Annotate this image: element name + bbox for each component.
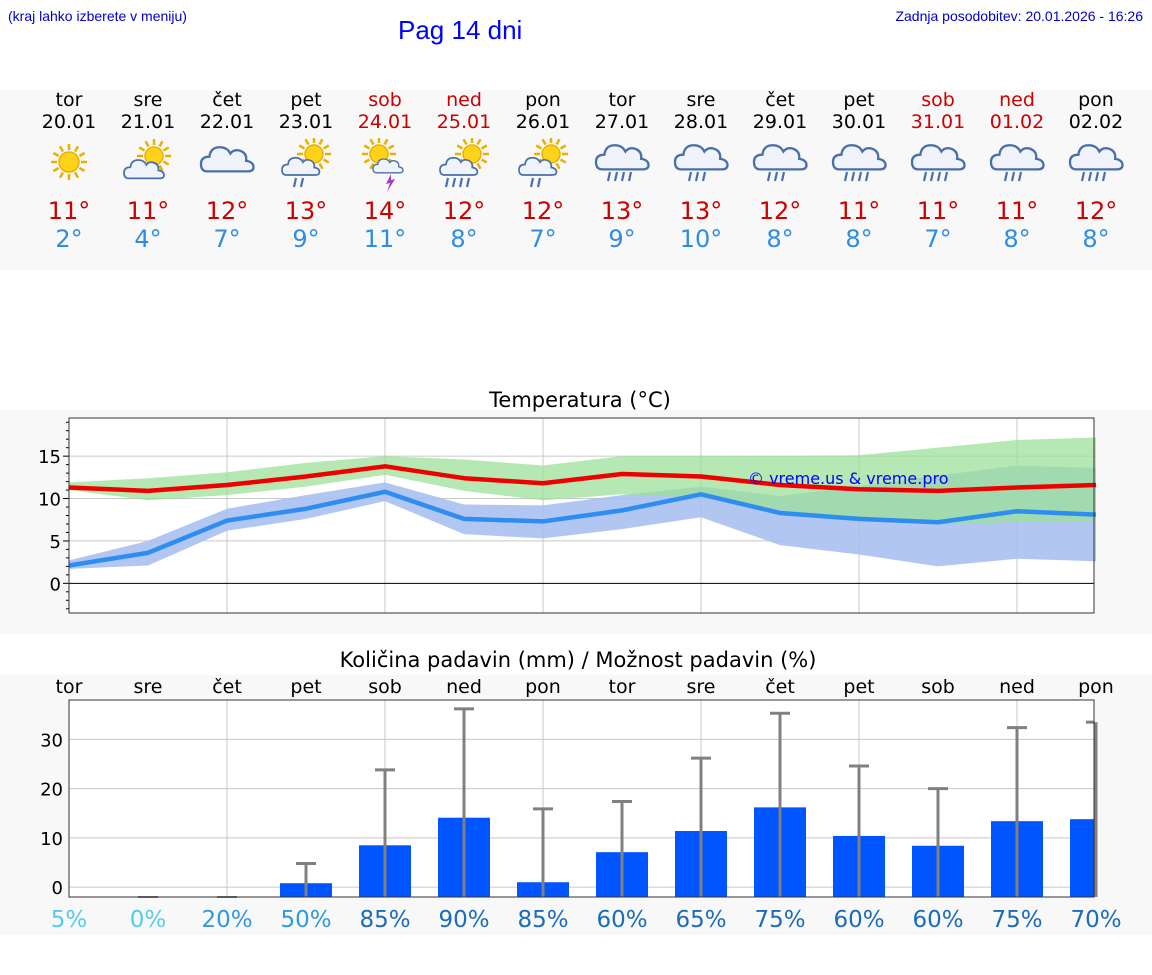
min-temperature: 9° <box>608 225 636 253</box>
precipitation-title: Količina padavin (mm) / Možnost padavin … <box>339 648 817 672</box>
day-name: sre <box>133 89 163 111</box>
day-column: čet 22.01 <box>187 89 267 133</box>
min-temperature: 4° <box>134 225 162 253</box>
sun-cloud-icon <box>118 138 178 188</box>
day-column: sre 28.01 <box>661 89 741 133</box>
day-column: pon 26.01 <box>503 89 583 133</box>
max-temperature: 11° <box>837 197 881 225</box>
cloud-icon <box>197 138 257 188</box>
day-name: sob <box>368 89 402 111</box>
min-temperature: 11° <box>363 225 407 253</box>
day-date: 22.01 <box>199 111 255 133</box>
cloud-rain-icon <box>750 138 810 188</box>
max-temperature: 12° <box>758 197 802 225</box>
max-temperature: 11° <box>995 197 1039 225</box>
day-date: 20.01 <box>41 111 97 133</box>
max-temperature: 12° <box>521 197 565 225</box>
day-date: 27.01 <box>594 111 650 133</box>
max-temperature: 13° <box>679 197 723 225</box>
day-date: 30.01 <box>831 111 887 133</box>
max-temperature: 14° <box>363 197 407 225</box>
min-temperature: 8° <box>1082 225 1110 253</box>
min-temperature: 8° <box>766 225 794 253</box>
max-temperature: 11° <box>126 197 170 225</box>
sun-cloud-rain-icon <box>513 137 573 188</box>
day-column: čet 29.01 <box>740 89 820 133</box>
day-date: 28.01 <box>673 111 729 133</box>
day-column: ned 01.02 <box>977 89 1057 133</box>
day-date: 25.01 <box>436 111 492 133</box>
day-date: 01.02 <box>989 111 1045 133</box>
day-name: tor <box>55 89 83 111</box>
day-column: sre 21.01 <box>108 89 188 133</box>
day-date: 23.01 <box>278 111 334 133</box>
precipitation-band <box>0 675 1152 935</box>
max-temperature: 13° <box>284 197 328 225</box>
max-temperature: 13° <box>600 197 644 225</box>
cloud-rain-icon <box>671 138 731 188</box>
min-temperature: 8° <box>1003 225 1031 253</box>
min-temperature: 10° <box>679 225 723 253</box>
day-name: pon <box>525 89 561 111</box>
day-name: pet <box>290 89 322 111</box>
min-temperature: 2° <box>55 225 83 253</box>
min-temperature: 7° <box>529 225 557 253</box>
last-update: Zadnja posodobitev: 20.01.2026 - 16:26 <box>895 8 1143 24</box>
cloud-rain-icon <box>987 138 1047 188</box>
day-name: ned <box>446 89 482 111</box>
day-date: 26.01 <box>515 111 571 133</box>
cloud-heavy-rain-icon <box>1066 138 1126 188</box>
max-temperature: 12° <box>205 197 249 225</box>
day-column: ned 25.01 <box>424 89 504 133</box>
day-name: sre <box>686 89 716 111</box>
day-date: 29.01 <box>752 111 808 133</box>
min-temperature: 7° <box>213 225 241 253</box>
page-title: Pag 14 dni <box>398 15 523 45</box>
sun-cloud-rain-icon <box>276 137 336 188</box>
day-column: tor 27.01 <box>582 89 662 133</box>
sun-icon <box>39 138 99 188</box>
min-temperature: 8° <box>450 225 478 253</box>
max-temperature: 11° <box>916 197 960 225</box>
day-column: sob 31.01 <box>898 89 978 133</box>
day-name: pon <box>1078 89 1114 111</box>
temperature-band <box>0 410 1152 634</box>
day-column: tor 20.01 <box>29 89 109 133</box>
temperature-title: Temperatura (°C) <box>489 388 671 412</box>
day-column: pon 02.02 <box>1056 89 1136 133</box>
max-temperature: 12° <box>442 197 486 225</box>
day-date: 21.01 <box>120 111 176 133</box>
day-name: čet <box>765 89 795 111</box>
day-column: sob 24.01 <box>345 89 425 133</box>
sun-cloud-storm-icon <box>355 137 415 192</box>
max-temperature: 11° <box>47 197 91 225</box>
day-name: pet <box>843 89 875 111</box>
day-name: tor <box>608 89 636 111</box>
day-name: ned <box>999 89 1035 111</box>
cloud-heavy-rain-icon <box>592 138 652 188</box>
location-hint: (kraj lahko izberete v meniju) <box>8 8 187 24</box>
min-temperature: 9° <box>292 225 320 253</box>
cloud-heavy-rain-icon <box>829 138 889 188</box>
min-temperature: 8° <box>845 225 873 253</box>
day-column: pet 23.01 <box>266 89 346 133</box>
day-date: 31.01 <box>910 111 966 133</box>
cloud-heavy-rain-icon <box>908 138 968 188</box>
day-name: sob <box>921 89 955 111</box>
forecast-band <box>0 90 1152 270</box>
day-name: čet <box>212 89 242 111</box>
sun-cloud-heavy-rain-icon <box>434 137 494 188</box>
day-date: 24.01 <box>357 111 413 133</box>
max-temperature: 12° <box>1074 197 1118 225</box>
min-temperature: 7° <box>924 225 952 253</box>
day-date: 02.02 <box>1068 111 1124 133</box>
day-column: pet 30.01 <box>819 89 899 133</box>
